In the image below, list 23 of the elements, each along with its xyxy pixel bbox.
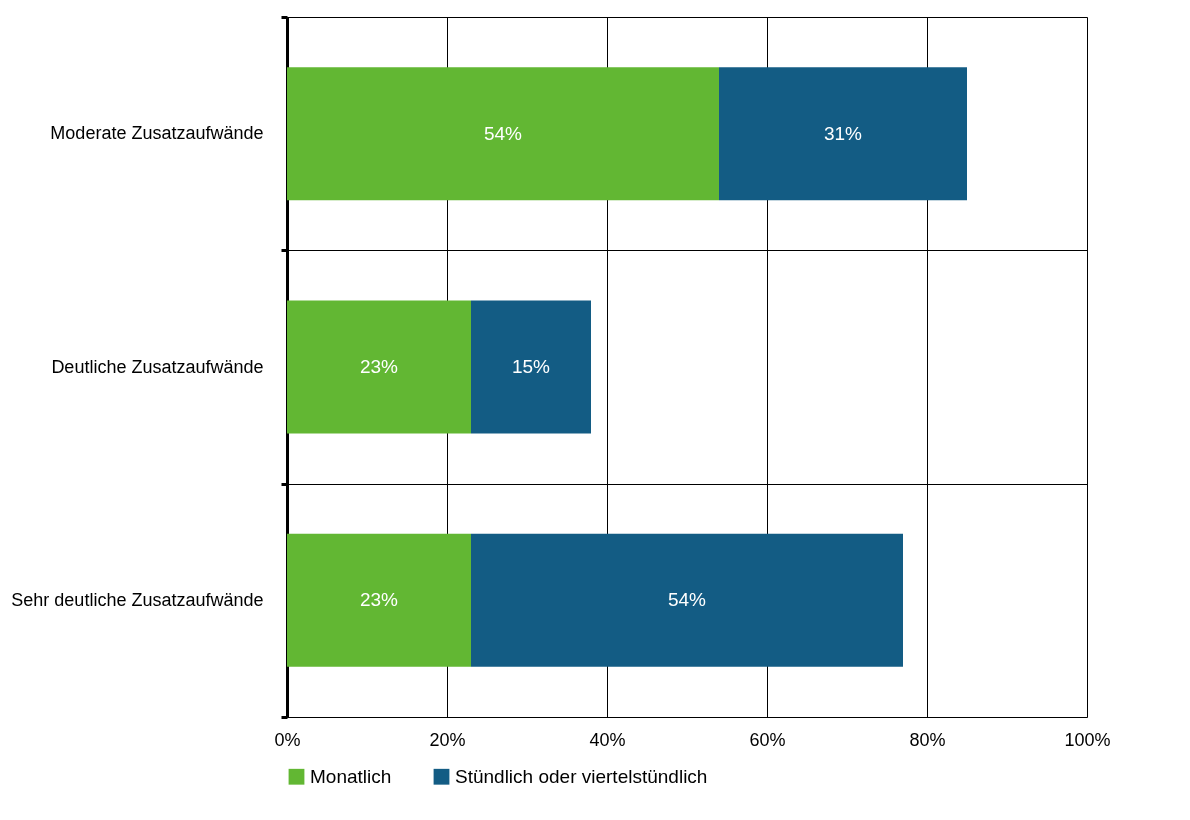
x-tick-label: 0% [274,729,301,750]
x-tick-label: 100% [1064,729,1111,750]
x-tick-label: 40% [589,729,626,750]
y-tick-label: Sehr deutliche Zusatzaufwände [11,589,264,610]
data-label: 23% [359,356,399,377]
x-tick-label: 80% [909,729,946,750]
bar [471,300,591,434]
data-label: 54% [483,122,523,144]
x-tick-label: 20% [429,729,466,750]
data-label: 23% [359,589,399,611]
data-label: 54% [667,589,707,611]
bar [471,533,903,667]
bar [287,300,471,434]
legend-label: Monatlich [310,765,392,787]
bar [287,533,471,667]
y-tick-label: Moderate Zusatzaufwände [50,123,264,144]
bar [287,67,719,201]
x-tick-label: 60% [749,729,786,750]
y-tick-label: Deutliche Zusatzaufwände [51,356,264,377]
legend-label: Stündlich oder viertelstündlich [455,765,708,787]
data-label: 15% [511,356,551,377]
bar [719,67,967,201]
data-label: 31% [823,122,863,144]
